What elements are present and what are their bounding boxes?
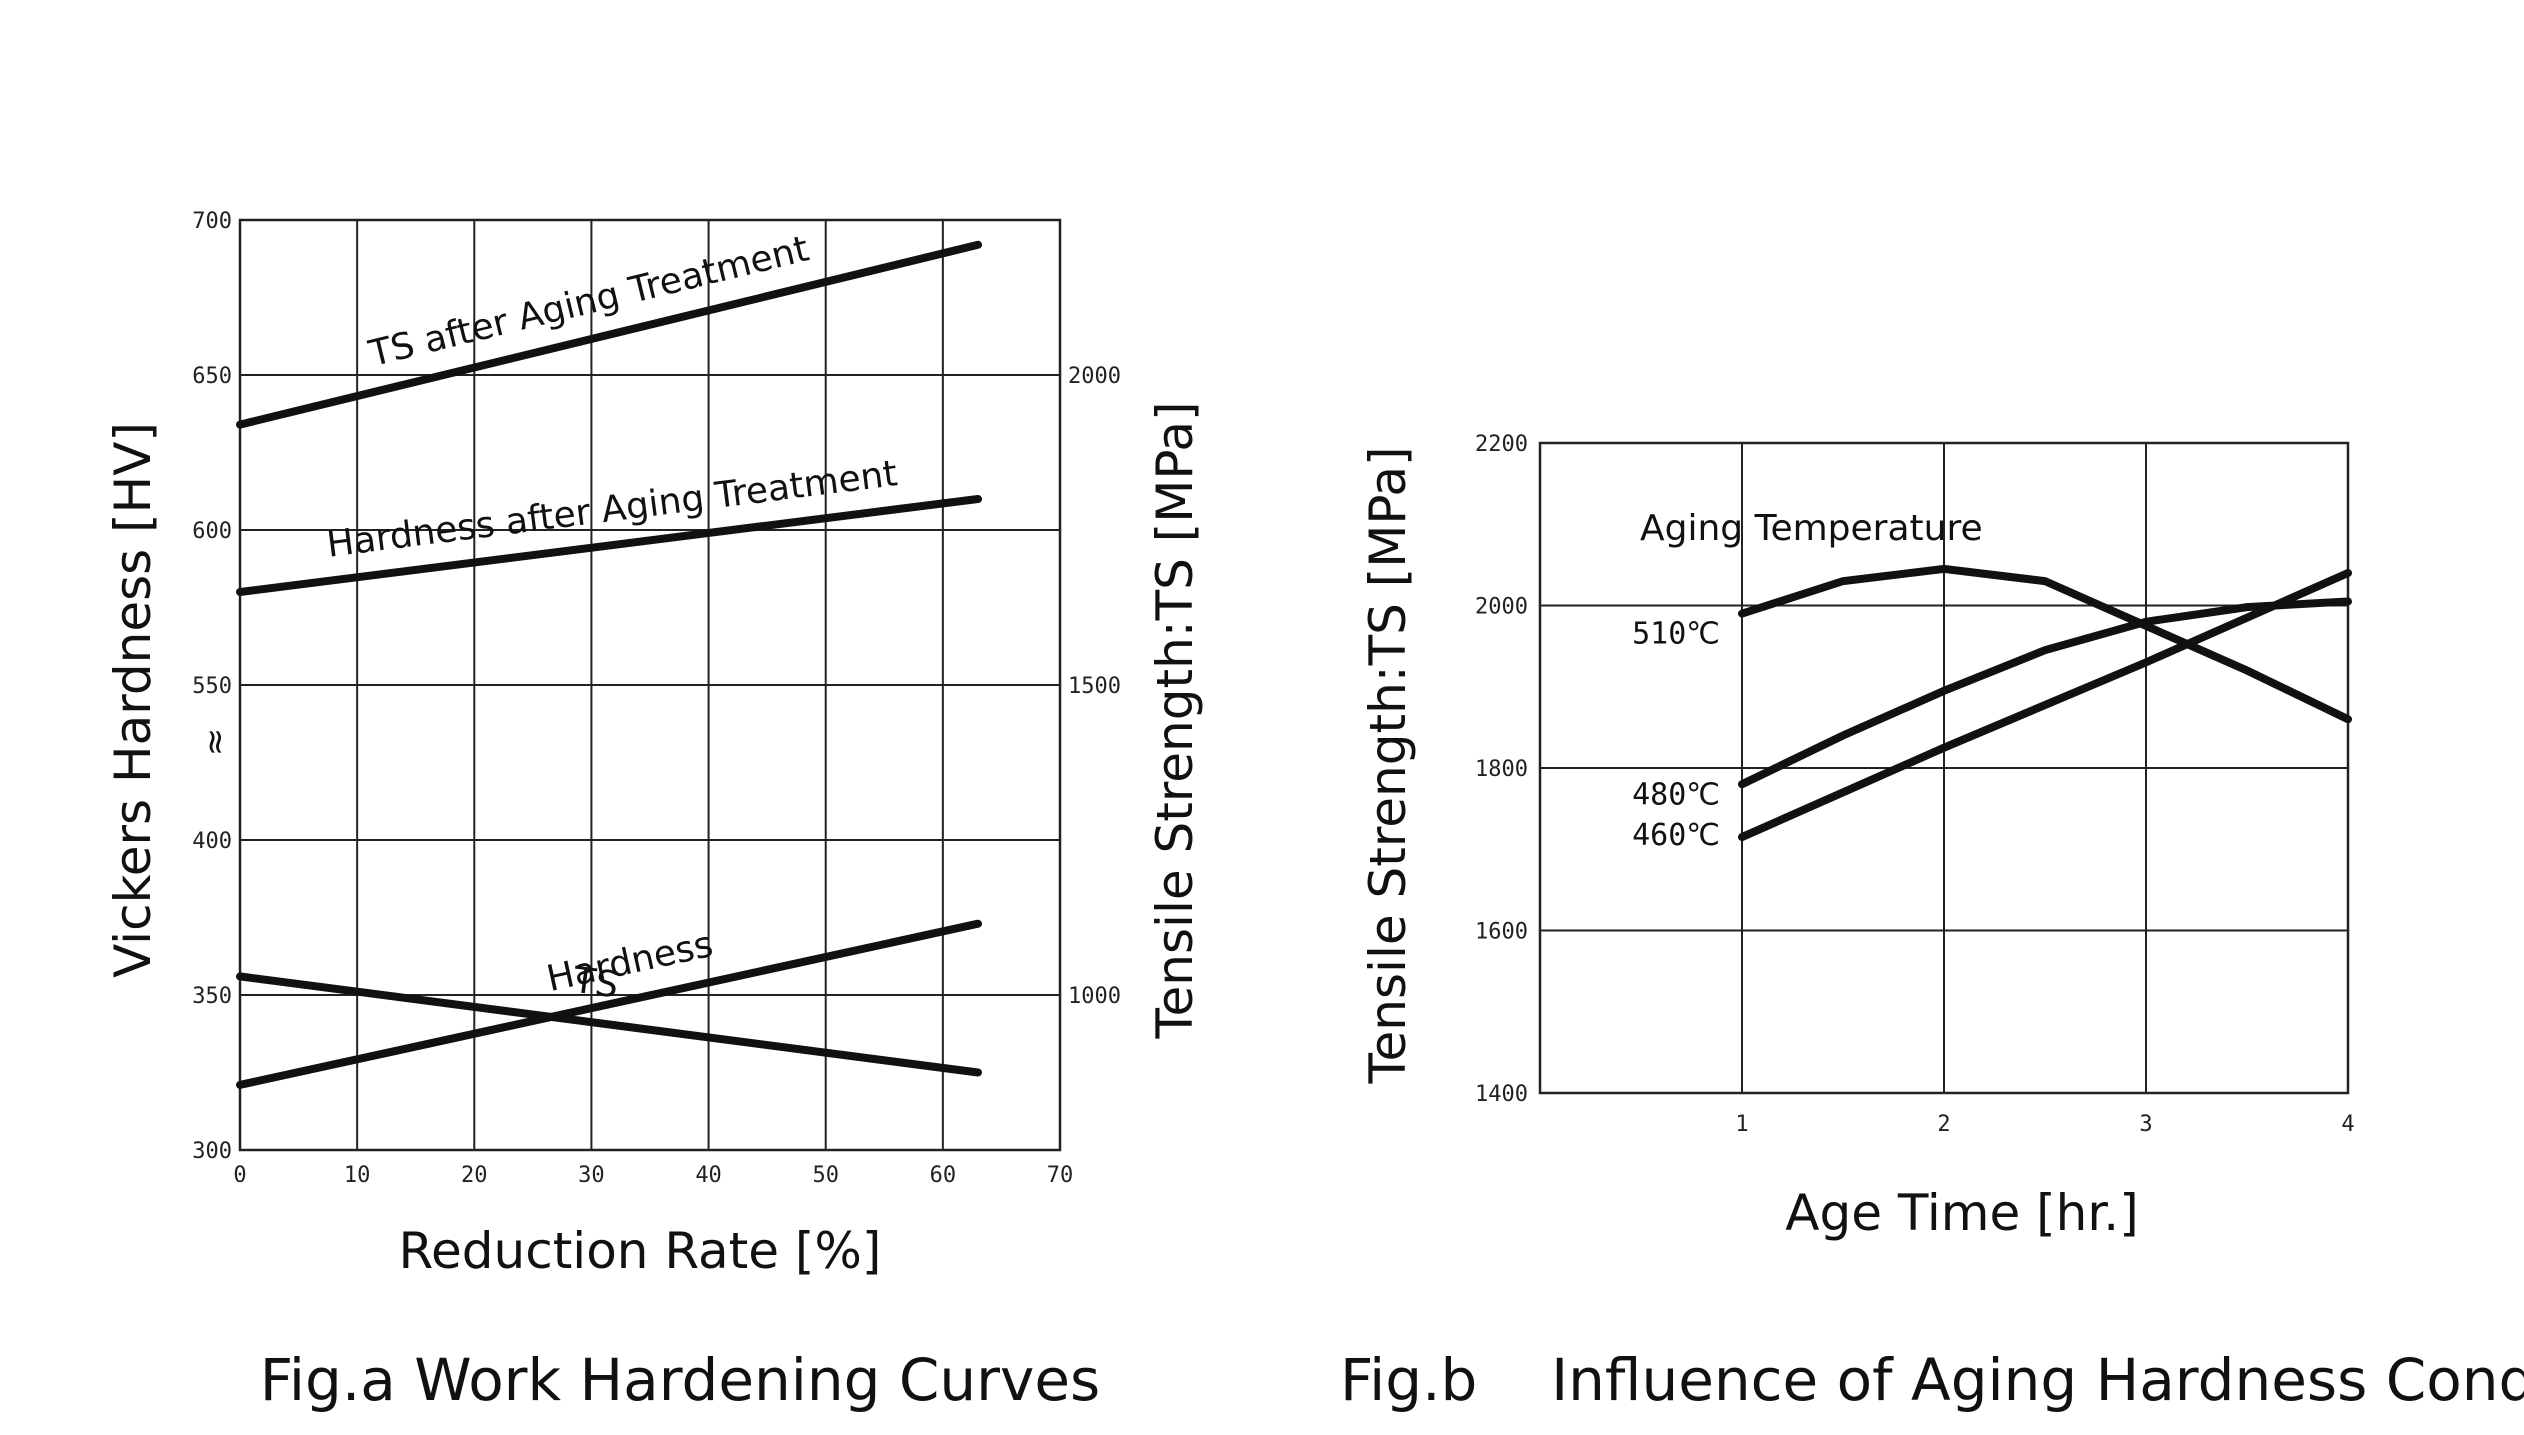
chart-a-series-line bbox=[236, 919, 982, 1089]
chart-b-y-tick-label: 1800 bbox=[1475, 757, 1528, 782]
chart-a-series-line bbox=[236, 240, 982, 429]
chart-a-y-tick-label-left: 350 bbox=[192, 984, 232, 1009]
chart-a: 0 10 20 30 40 50 60 70 300 350 400 550 600 650 700 10… bbox=[104, 209, 1204, 1414]
chart-a-y-tick-label-right: 2000 bbox=[1068, 364, 1121, 389]
chart-a-y-tick-label-right: 1500 bbox=[1068, 674, 1121, 699]
chart-a-x-tick-label: 40 bbox=[695, 1163, 722, 1188]
chart-a-y-tick-label-left: 700 bbox=[192, 209, 232, 234]
chart-b-series-label: 510℃ bbox=[1632, 617, 1720, 652]
chart-b: 1 2 3 4 1400 1600 1800 2000 2200 510℃ 480℃ 460℃ A… bbox=[1340, 432, 2524, 1414]
chart-b-x-tick-label: 4 bbox=[2341, 1112, 2354, 1137]
chart-a-x-tick-label: 70 bbox=[1047, 1163, 1074, 1188]
chart-b-series: 510℃ 480℃ 460℃ bbox=[1632, 564, 2352, 853]
chart-b-x-axis-title: Age Time [hr.] bbox=[1785, 1184, 2138, 1242]
chart-b-y-tick-label: 2000 bbox=[1475, 595, 1528, 620]
chart-b-grid bbox=[1540, 443, 2348, 1093]
chart-a-x-tick-label: 0 bbox=[233, 1163, 246, 1188]
chart-b-legend-title: Aging Temperature bbox=[1640, 508, 1983, 549]
chart-a-y-ticks-right: 1000 1500 2000 bbox=[1068, 364, 1121, 1009]
chart-b-x-tick-label: 1 bbox=[1735, 1112, 1748, 1137]
chart-a-y-tick-label-left: 550 bbox=[192, 674, 232, 699]
chart-a-y-axis-title-right: Tensile Strength:TS [MPa] bbox=[1146, 402, 1204, 1040]
chart-a-x-tick-label: 30 bbox=[578, 1163, 605, 1188]
chart-b-series-line bbox=[1738, 597, 2352, 789]
chart-a-y-ticks-left: 300 350 400 550 600 650 700 bbox=[192, 209, 232, 1164]
chart-a-x-ticks: 0 10 20 30 40 50 60 70 bbox=[233, 1163, 1073, 1188]
chart-a-y-tick-label-left: 600 bbox=[192, 519, 232, 544]
chart-a-caption: Fig.a Work Hardening Curves bbox=[260, 1346, 1101, 1414]
chart-a-axis-break: ≈ bbox=[195, 728, 235, 757]
chart-a-y-tick-label-left: 300 bbox=[192, 1139, 232, 1164]
chart-b-y-tick-label: 1400 bbox=[1475, 1082, 1528, 1107]
chart-a-x-tick-label: 50 bbox=[812, 1163, 839, 1188]
chart-b-y-ticks: 1400 1600 1800 2000 2200 bbox=[1475, 432, 1528, 1107]
chart-a-x-tick-label: 10 bbox=[344, 1163, 371, 1188]
chart-a-x-axis-title: Reduction Rate [%] bbox=[399, 1222, 882, 1280]
chart-a-grid bbox=[240, 220, 1060, 1150]
chart-b-series-line bbox=[1738, 569, 2352, 842]
chart-b-x-tick-label: 3 bbox=[2139, 1112, 2152, 1137]
chart-a-series-line bbox=[236, 495, 982, 596]
chart-b-series-label: 480℃ bbox=[1632, 777, 1720, 812]
chart-b-x-tick-label: 2 bbox=[1937, 1112, 1950, 1137]
chart-b-x-ticks: 1 2 3 4 bbox=[1735, 1112, 2354, 1137]
chart-a-y-tick-label-left: 650 bbox=[192, 364, 232, 389]
chart-b-series-label: 460℃ bbox=[1632, 818, 1720, 853]
chart-a-series-line bbox=[236, 972, 982, 1077]
chart-a-y-tick-label-left: 400 bbox=[192, 829, 232, 854]
chart-b-caption: Fig.b Influence of Aging Hardness Condit… bbox=[1340, 1346, 2524, 1414]
chart-a-x-tick-label: 60 bbox=[930, 1163, 957, 1188]
chart-a-series-label: TS bbox=[570, 960, 621, 1007]
chart-b-y-tick-label: 2200 bbox=[1475, 432, 1528, 457]
chart-b-y-tick-label: 1600 bbox=[1475, 920, 1528, 945]
chart-a-y-tick-label-right: 1000 bbox=[1068, 984, 1121, 1009]
chart-b-y-axis-title: Tensile Strength:TS [MPa] bbox=[1359, 447, 1417, 1085]
chart-a-x-tick-label: 20 bbox=[461, 1163, 488, 1188]
chart-a-y-axis-title-left: Vickers Hardness [HV] bbox=[104, 422, 162, 978]
chart-b-series-line bbox=[1738, 564, 2352, 724]
